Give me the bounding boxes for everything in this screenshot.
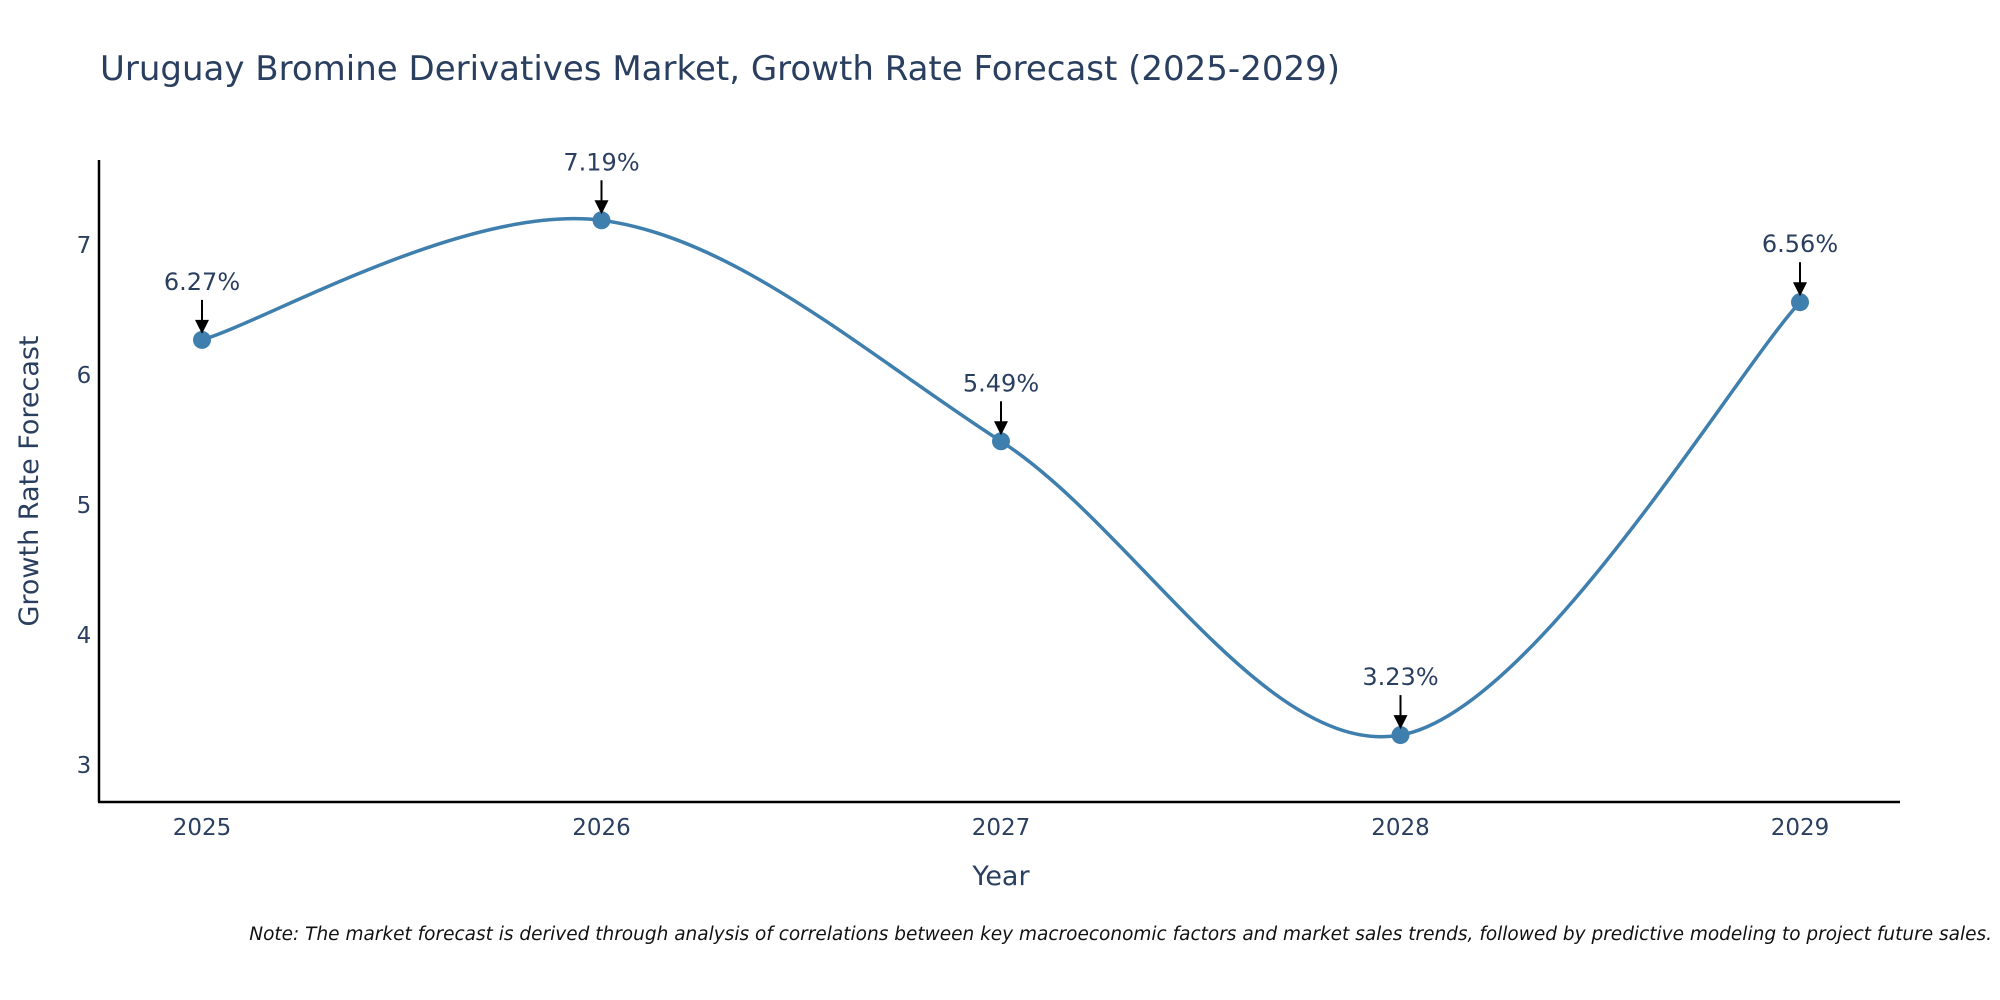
x-ticks: 2025 2026 2027 2028 2029	[173, 815, 1830, 841]
annotation-arrow-head	[195, 319, 209, 334]
annotation-arrow-head	[594, 200, 609, 215]
y-tick-label: 3	[77, 753, 92, 779]
annotation-2025: 6.27%	[164, 268, 240, 334]
annotation-2026: 7.19%	[563, 148, 640, 215]
y-tick-label: 4	[77, 623, 92, 649]
x-tick-label: 2029	[1771, 815, 1830, 841]
x-axis-title: Year	[971, 861, 1030, 892]
data-label: 6.27%	[164, 268, 240, 296]
line-layer	[201, 217, 1802, 739]
annotation-2027: 5.49%	[963, 369, 1039, 436]
annotation-2028: 3.23%	[1362, 663, 1439, 730]
data-label: 5.49%	[963, 369, 1039, 397]
data-label: 6.56%	[1762, 230, 1838, 258]
series-line	[201, 217, 1802, 739]
data-point-2028	[1391, 726, 1410, 745]
annotation-arrow-head	[994, 421, 1008, 436]
data-point-2026	[592, 211, 611, 230]
data-point-2025	[193, 330, 211, 349]
y-tick-label: 6	[77, 363, 92, 389]
footnote: Note: The market forecast is derived thr…	[249, 924, 1992, 945]
annotation-2029: 6.56%	[1762, 230, 1838, 297]
data-point-2027	[992, 432, 1010, 451]
plot-area: 6.27% 7.19% 5.49% 3.23% 6.56%	[164, 148, 1838, 745]
data-label: 3.23%	[1362, 663, 1438, 691]
x-tick-label: 2028	[1371, 815, 1430, 841]
x-tick-label: 2027	[972, 815, 1031, 841]
data-point-2029	[1791, 293, 1809, 312]
chart-title: Uruguay Bromine Derivatives Market, Grow…	[100, 49, 1340, 89]
data-label: 7.19%	[563, 148, 639, 176]
x-tick-label: 2026	[572, 815, 631, 841]
x-tick-label: 2025	[173, 815, 232, 841]
y-ticks: 3 4 5 6 7	[77, 233, 92, 779]
marker-layer	[193, 211, 1809, 745]
y-axis-title: Growth Rate Forecast	[14, 335, 45, 626]
y-tick-label: 7	[77, 233, 92, 259]
annotation-arrow-head	[1793, 282, 1807, 297]
annotation-arrow-head	[1393, 715, 1408, 730]
y-tick-label: 5	[77, 493, 92, 519]
annotation-layer: 6.27% 7.19% 5.49% 3.23% 6.56%	[164, 148, 1838, 730]
